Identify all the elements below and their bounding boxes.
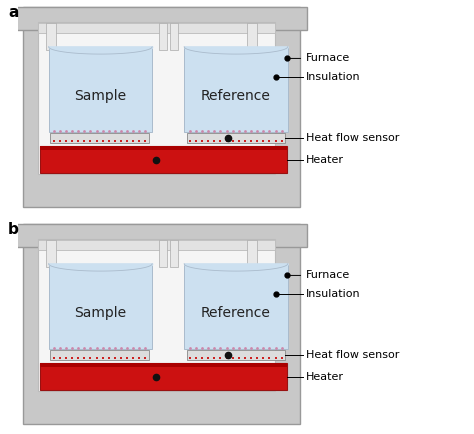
Bar (40, 146, 287, 150)
Bar (16, 7, 307, 30)
Bar (50, 133, 149, 143)
Text: Heat flow sensor: Heat flow sensor (306, 133, 399, 143)
Bar (40, 363, 287, 367)
Text: Heater: Heater (306, 372, 344, 381)
Bar (159, 240, 167, 267)
Bar (40, 363, 287, 390)
Bar (184, 264, 288, 349)
Text: b: b (8, 222, 19, 237)
Bar (16, 224, 307, 247)
Bar (184, 47, 288, 132)
Bar (187, 350, 285, 360)
Bar (40, 146, 287, 173)
Bar (247, 23, 256, 50)
Bar (46, 23, 55, 50)
Text: Reference: Reference (201, 89, 271, 103)
Text: Insulation: Insulation (306, 289, 360, 299)
Bar (38, 23, 275, 33)
Bar (38, 239, 275, 391)
Bar (49, 264, 152, 349)
Bar (247, 240, 256, 267)
Text: Sample: Sample (74, 306, 127, 320)
Text: Heater: Heater (306, 155, 344, 164)
Bar (50, 350, 149, 360)
Bar (23, 224, 300, 424)
Text: Furnace: Furnace (306, 270, 350, 280)
Bar (49, 47, 152, 132)
Bar (38, 22, 275, 174)
Bar (187, 133, 285, 143)
Text: Reference: Reference (201, 306, 271, 320)
Bar (23, 7, 300, 207)
Bar (46, 240, 55, 267)
Text: a: a (8, 5, 18, 20)
Bar (170, 240, 178, 267)
Bar (38, 240, 275, 250)
Text: Heat flow sensor: Heat flow sensor (306, 350, 399, 360)
Text: Sample: Sample (74, 89, 127, 103)
Bar (170, 23, 178, 50)
Bar (159, 23, 167, 50)
Text: Insulation: Insulation (306, 72, 360, 82)
Text: Furnace: Furnace (306, 53, 350, 63)
